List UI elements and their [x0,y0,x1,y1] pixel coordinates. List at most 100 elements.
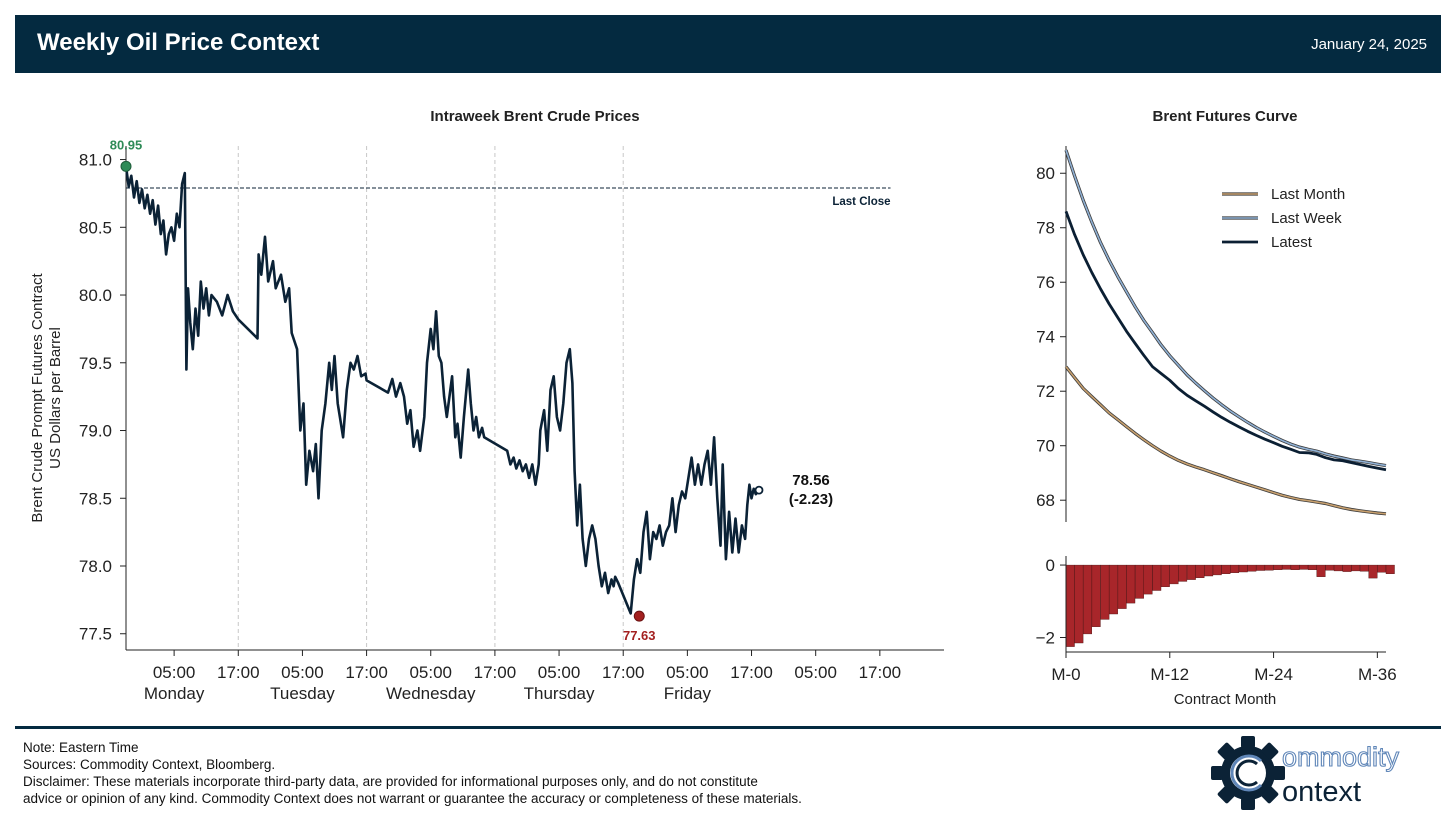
x-tick-label: 05:00 [153,663,196,682]
change-bar [1256,564,1266,571]
change-bar [1126,564,1136,604]
change-bar [1368,564,1378,579]
commodity-context-logo: ommodity ontext [1211,736,1400,810]
y-tick-label: 78.5 [79,489,112,508]
legend-label: Latest [1271,234,1313,251]
change-bar [1385,564,1395,574]
x-tick-label: 17:00 [859,663,902,682]
y-tick-label: 80.0 [79,286,112,305]
change-bar [1134,564,1144,599]
curve-y-tick-label: 74 [1036,328,1055,347]
day-label: Thursday [524,684,595,703]
change-bar [1152,564,1162,591]
change-bar [1178,564,1188,582]
change-bar [1091,564,1101,627]
curve-change-bars [1065,556,1395,653]
change-bar [1083,564,1093,635]
x-tick-label: 05:00 [409,663,452,682]
price-series-line [124,166,761,615]
futures-chart-title: Brent Futures Curve [1152,108,1297,125]
change-bar [1307,564,1317,570]
change-bar [1074,564,1084,644]
change-bar [1299,564,1309,570]
change-bar [1264,564,1274,571]
curve-y-tick-label: 76 [1036,273,1055,292]
change-bar [1342,564,1352,572]
latest-price-label: 78.56 [792,472,830,489]
legend-label: Last Month [1271,186,1345,203]
change-bar [1351,564,1361,572]
x-tick-label: 17:00 [730,663,773,682]
footer-disclaimer-line1: Disclaimer: These materials incorporate … [23,774,758,789]
day-divider-grid [237,146,624,650]
change-bar [1377,564,1387,573]
contract-month-tick-label: M-12 [1150,665,1189,684]
futures-curve-lines [1064,149,1387,516]
change-bar [1316,564,1326,577]
change-bar [1325,564,1335,571]
intraweek-y-ticks: 81.0 80.5 80.0 79.5 79.0 78.5 78.0 77.5 [79,151,126,644]
change-bar [1273,564,1283,570]
contract-month-ticks: M-0 M-12 M-24 M-36 [1051,652,1397,684]
y-axis-label-line2: US Dollars per Barrel [47,327,64,469]
x-axis-label: Contract Month [1174,691,1277,708]
futures-legend: Last Month Last Week Latest [1222,186,1345,251]
change-bar [1108,564,1118,615]
latest-marker [754,485,764,495]
footer-note: Note: Eastern Time [23,740,139,755]
x-tick-label: 05:00 [794,663,837,682]
y-tick-label: 77.5 [79,625,112,644]
change-bar [1230,564,1240,573]
change-bar [1117,564,1127,609]
contract-month-tick-label: M-36 [1358,665,1397,684]
contract-month-tick-label: M-0 [1051,665,1080,684]
change-bar [1359,564,1369,572]
intraweek-axes [125,146,944,651]
change-bar [1281,564,1291,570]
x-tick-label: 05:00 [666,663,709,682]
page-title: Weekly Oil Price Context [37,29,320,56]
header-bar: Weekly Oil Price Context January 24, 202… [15,15,1441,73]
change-bar [1333,564,1343,572]
series-line-latest [1064,210,1387,472]
y-tick-label: 80.5 [79,218,112,237]
curve-y-tick-label: 72 [1036,382,1055,401]
y-tick-label: 79.0 [79,422,112,441]
change-bar [1247,564,1257,572]
x-tick-label: 17:00 [217,663,260,682]
y-tick-label: 79.5 [79,354,112,373]
x-tick-label: 05:00 [281,663,324,682]
change-bar [1212,564,1222,576]
change-y-ticks: 0 −2 [1036,556,1066,648]
x-tick-label: 17:00 [602,663,645,682]
change-bar [1100,564,1110,620]
low-label: 77.63 [623,628,656,643]
x-tick-label: 17:00 [345,663,388,682]
x-tick-label: 05:00 [538,663,581,682]
y-tick-label: 78.0 [79,557,112,576]
series-line-last-week [1065,149,1387,467]
x-tick-label: 17:00 [474,663,517,682]
series-line-last-month [1065,366,1387,515]
curve-y-tick-label: 78 [1036,219,1055,238]
footer-disclaimer-line2: advice or opinion of any kind. Commodity… [23,791,802,806]
futures-curve-chart: Brent Futures Curve 80 78 76 74 72 70 68 Last … [1036,108,1397,708]
change-bar [1195,564,1205,578]
change-bar [1186,564,1196,580]
legend-label: Last Week [1271,210,1342,227]
change-bar [1221,564,1231,574]
report-date: January 24, 2025 [1311,36,1427,53]
futures-y-ticks: 80 78 76 74 72 70 68 [1036,164,1066,510]
curve-y-tick-label: 70 [1036,437,1055,456]
change-bar [1143,564,1153,595]
y-axis-label-line1: Brent Crude Prompt Futures Contract [29,273,46,523]
day-label: Tuesday [270,684,335,703]
footer-sources: Sources: Commodity Context, Bloomberg. [23,757,276,772]
change-bar [1290,564,1300,570]
high-label: 80.95 [110,137,143,152]
gear-icon [1211,736,1285,810]
curve-y-tick-label: 68 [1036,491,1055,510]
intraweek-x-ticks: 05:00 17:00 05:00 17:00 05:00 17:00 05:00 17:00… [144,650,901,703]
intraweek-chart-title: Intraweek Brent Crude Prices [430,108,639,125]
